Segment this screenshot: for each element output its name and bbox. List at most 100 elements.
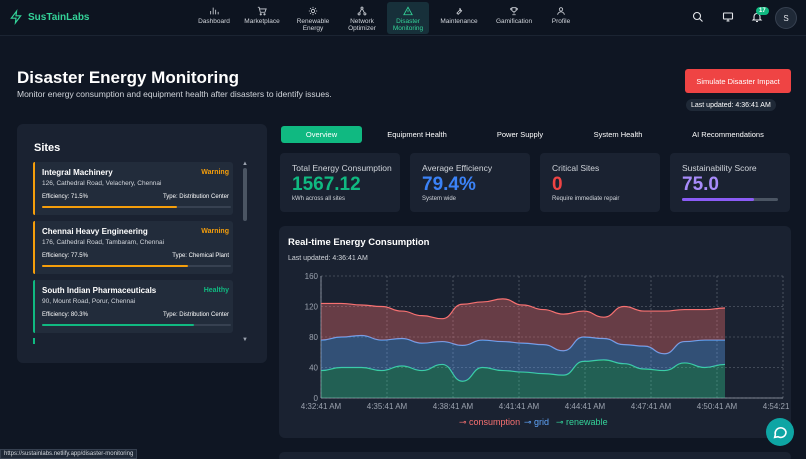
nav-item-maintenance[interactable]: Maintenance: [433, 2, 485, 34]
area-renewable: [321, 359, 725, 398]
tab-system-health[interactable]: System Health: [593, 130, 643, 139]
energy-area-chart: 0 40 80 120 160 4:32:41 AM 4:35:41 AM 4:38:41 A…: [301, 272, 791, 427]
brand-name: SusTainLabs: [28, 11, 90, 23]
next-panel: [279, 452, 791, 459]
nav-label: Marketplace: [244, 18, 280, 25]
tab-ai-recommendations[interactable]: AI Recommendations: [692, 130, 764, 139]
cart-icon: [257, 6, 267, 16]
nav-item-dashboard[interactable]: Dashboard: [192, 2, 236, 34]
x-tick-label: 4:41:41 AM: [499, 402, 540, 411]
site-efficiency: Efficiency: 71.5%: [42, 194, 88, 200]
y-tick-label: 80: [309, 333, 318, 342]
tab-power-supply[interactable]: Power Supply: [496, 130, 544, 139]
stat-value: 0: [552, 174, 563, 195]
sustainability-progress-track: [682, 198, 778, 201]
x-tick-label: 4:44:41 AM: [565, 402, 606, 411]
y-tick-label: 120: [305, 303, 319, 312]
efficiency-track: [42, 265, 231, 267]
site-efficiency: Efficiency: 80.3%: [42, 312, 88, 318]
nav-item-renewable-energy[interactable]: Renewable Energy: [288, 2, 338, 34]
network-icon: [357, 6, 367, 16]
site-name: Chennai Heavy Engineering: [42, 227, 148, 236]
tab-equipment-health[interactable]: Equipment Health: [387, 130, 447, 139]
site-status-bar: [33, 280, 35, 333]
status-bar-url: https://sustainlabs.netlify.app/disaster…: [0, 449, 138, 459]
site-efficiency: Efficiency: 77.5%: [42, 253, 88, 259]
scroll-up-arrow[interactable]: ▲: [242, 161, 248, 167]
site-name: Integral Machinery: [42, 168, 113, 177]
wrench-icon: [456, 7, 463, 15]
bar-chart-icon: [210, 7, 219, 15]
simulate-disaster-button[interactable]: Simulate Disaster Impact: [685, 69, 791, 93]
page-title: Disaster Energy Monitoring: [17, 68, 239, 87]
legend-grid: ⊸ grid: [524, 417, 549, 427]
nav-menu: Dashboard Marketplace Renewable Energy N…: [192, 2, 580, 34]
scroll-down-arrow[interactable]: ▼: [242, 337, 248, 343]
sustainability-progress-fill: [682, 198, 754, 201]
site-status-bar: [33, 221, 35, 274]
stat-value: 75.0: [682, 174, 719, 195]
sites-title: Sites: [34, 142, 61, 154]
stat-label: Sustainability Score: [682, 163, 757, 173]
nav-item-disaster-monitoring[interactable]: Disaster Monitoring: [387, 2, 429, 34]
stat-subtext: Require immediate repair: [552, 196, 620, 202]
warning-triangle-icon: [403, 6, 413, 16]
trophy-icon: [510, 7, 518, 16]
nav-label: Maintenance: [440, 18, 478, 25]
y-tick-label: 160: [305, 272, 319, 281]
site-address: 90, Mount Road, Porur, Chennai: [42, 298, 136, 305]
stat-value: 79.4%: [422, 174, 476, 195]
search-icon[interactable]: [692, 11, 704, 23]
chat-bubble-icon: [773, 427, 787, 439]
site-type: Type: Distribution Center: [162, 312, 229, 318]
stat-critical-sites: Critical Sites 0 Require immediate repai…: [540, 153, 660, 212]
stat-average-efficiency: Average Efficiency 79.4% System wide: [410, 153, 530, 212]
site-status-bar: [33, 162, 35, 215]
chart-title: Real-time Energy Consumption: [288, 237, 430, 248]
lightning-icon: [10, 9, 22, 25]
site-status: Warning: [201, 228, 229, 235]
efficiency-track: [42, 324, 231, 326]
y-tick-label: 0: [314, 394, 319, 403]
avatar[interactable]: S: [775, 7, 797, 29]
nav-label: Gamification: [495, 18, 533, 25]
nav-item-gamification[interactable]: Gamification: [486, 2, 542, 34]
site-status: Healthy: [203, 287, 229, 294]
area-grid: [321, 335, 725, 382]
brand[interactable]: SusTainLabs: [9, 9, 90, 25]
stat-total-energy: Total Energy Consumption 1567.12 kWh acr…: [280, 153, 400, 212]
nav-label: Disaster Monitoring: [392, 18, 424, 33]
nav-label: Network Optimizer: [348, 18, 376, 33]
x-tick-label: 4:32:41 AM: [301, 402, 342, 411]
efficiency-track: [42, 206, 231, 208]
site-type: Type: Chemical Plant: [172, 253, 229, 259]
stat-label: Total Energy Consumption: [292, 163, 392, 173]
chat-button[interactable]: [766, 418, 794, 446]
x-tick-label: 4:50:41 AM: [697, 402, 738, 411]
site-card[interactable]: South Indian Pharmaceuticals Healthy 90,…: [33, 280, 233, 333]
stat-label: Average Efficiency: [422, 163, 493, 173]
nav-item-profile[interactable]: Profile: [543, 2, 579, 34]
line-grid: [320, 334, 725, 355]
efficiency-fill: [42, 324, 194, 326]
energy-chart-panel: Real-time Energy Consumption Last update…: [279, 226, 791, 438]
scrollbar-thumb[interactable]: [243, 168, 247, 221]
y-tick-label: 40: [309, 364, 318, 373]
nav-item-network-optimizer[interactable]: Network Optimizer: [339, 2, 385, 34]
site-card[interactable]: Chennai Heavy Engineering Warning 176, C…: [33, 221, 233, 274]
stat-value: 1567.12: [292, 174, 361, 195]
site-address: 126, Cathedral Road, Velachery, Chennai: [42, 180, 162, 187]
site-name: South Indian Pharmaceuticals: [42, 286, 157, 295]
site-card[interactable]: Integral Machinery Warning 126, Cathedra…: [33, 162, 233, 215]
x-tick-label: 4:38:41 AM: [433, 402, 474, 411]
line-consumption: [321, 298, 726, 320]
stat-subtext: System wide: [422, 196, 457, 202]
nav-label: Dashboard: [198, 18, 230, 25]
tab-overview[interactable]: Overview: [281, 126, 362, 143]
efficiency-fill: [42, 265, 189, 267]
nav-label: Renewable Energy: [296, 18, 330, 33]
chart-last-updated: Last updated: 4:36:41 AM: [288, 255, 368, 262]
monitor-icon[interactable]: [722, 11, 734, 23]
nav-item-marketplace[interactable]: Marketplace: [237, 2, 287, 34]
legend-consumption: ⊸ consumption: [459, 417, 520, 427]
